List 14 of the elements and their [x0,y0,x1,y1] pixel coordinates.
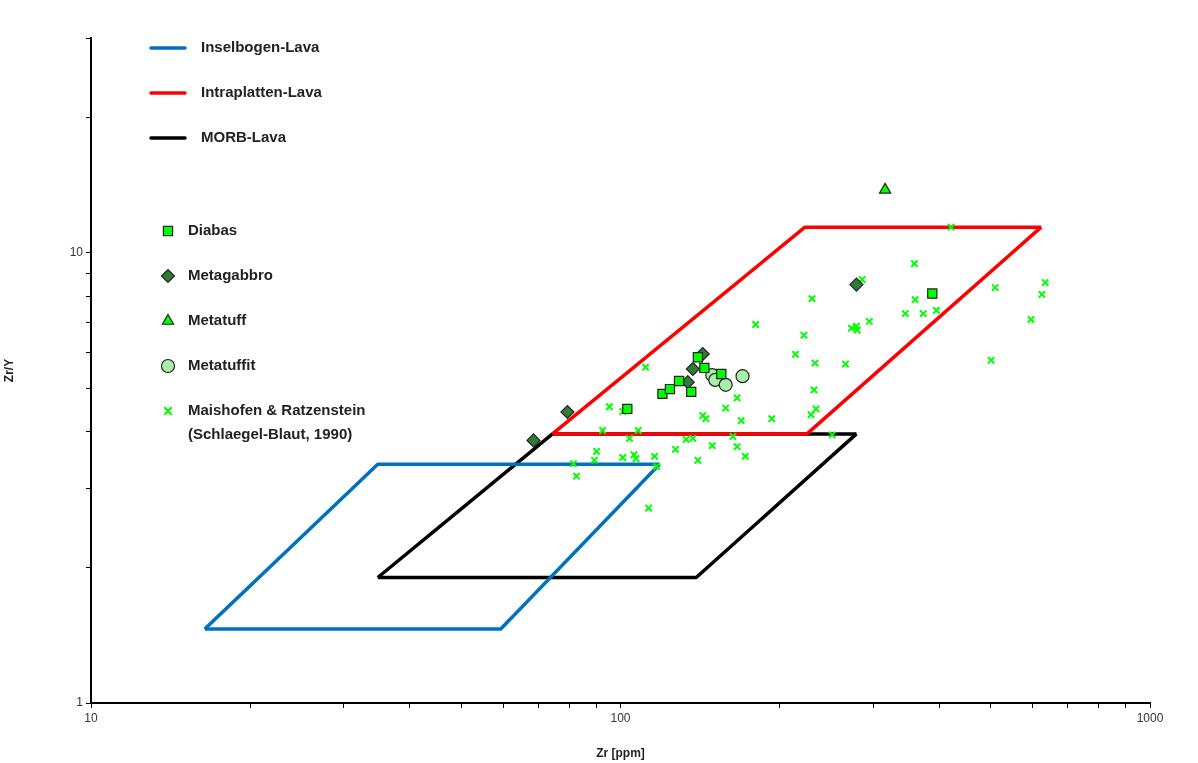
legend-label: Metatuffit [188,356,256,374]
legend-label: Metagabbro [188,266,274,284]
legend-label: Intraplatten-Lava [201,83,323,101]
legend-label: MORB-Lava [201,128,287,146]
legend-label: Metatuff [188,311,248,329]
x-tick-label: 1000 [1136,710,1164,725]
x-tick-label: 100 [610,710,631,725]
legend-label: Inselbogen-Lava [201,38,321,56]
legend-label: Maishofen & Ratzenstein (Schlaegel-Blaut, 1990) [188,401,366,443]
y-axis-title: Zr/Y [1,358,16,383]
legend-label: Diabas [188,221,238,239]
x-tick-label: 10 [84,710,98,725]
y-tick-label: 1 [76,695,84,710]
x-axis-title: Zr [ppm] [596,746,645,761]
